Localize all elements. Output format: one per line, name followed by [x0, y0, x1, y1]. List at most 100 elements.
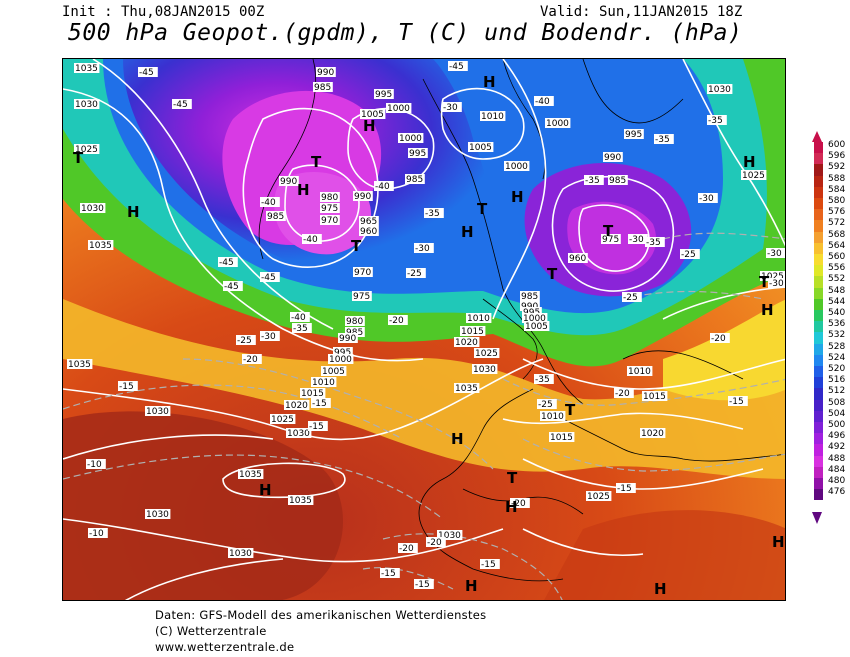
temp-label: -30	[443, 103, 458, 113]
temp-label: -25	[538, 400, 553, 410]
temp-label: -20	[399, 544, 414, 554]
legend-value: 488	[828, 453, 846, 464]
pressure-label-box	[266, 211, 286, 221]
pressure-label: 985	[609, 176, 626, 186]
high-pressure-marker: H	[505, 498, 518, 516]
pressure-label-box	[316, 67, 336, 77]
temp-label: -20	[427, 538, 442, 548]
legend-value: 524	[828, 352, 846, 363]
pressure-label-box	[345, 316, 365, 326]
pressure-label: 1030	[438, 531, 461, 541]
pressure-label: 995	[375, 90, 392, 100]
low-pressure-marker: T	[547, 265, 558, 283]
pressure-label-box	[408, 148, 428, 158]
pressure-label-box	[405, 174, 425, 184]
pressure-label-box	[345, 327, 365, 337]
pressure-label-box	[74, 99, 100, 109]
temp-label: -30	[699, 194, 714, 204]
pressure-label: 1025	[761, 272, 784, 282]
temp-label-box	[424, 208, 444, 218]
temp-label: -20	[243, 355, 258, 365]
low-pressure-marker: T	[73, 149, 84, 167]
init-time: Init : Thu,08JAN2015 00Z	[62, 4, 265, 20]
valid-time: Valid: Sun,11JAN2015 18Z	[540, 4, 743, 20]
pressure-label-box	[568, 253, 588, 263]
pressure-label-box	[320, 192, 340, 202]
pressure-label: 1015	[643, 392, 666, 402]
pressure-label: 1030	[229, 549, 252, 559]
temp-label: -45	[224, 282, 239, 292]
legend-value: 596	[828, 151, 846, 162]
legend-value: 584	[828, 184, 846, 195]
temp-label-box	[442, 102, 462, 112]
legend-value: 592	[828, 162, 846, 173]
low-pressure-marker: T	[759, 273, 770, 291]
temp-label-box	[710, 333, 730, 343]
pressure-label: 1010	[481, 112, 504, 122]
pressure-label: 990	[604, 153, 621, 163]
pressure-label: 1025	[75, 145, 98, 155]
temp-label: -45	[449, 62, 464, 72]
pressure-label-box	[474, 348, 500, 358]
pressure-label-box	[520, 291, 540, 301]
temp-label-box	[374, 181, 394, 191]
legend-value: 572	[828, 218, 846, 229]
pressure-label: 1035	[75, 64, 98, 74]
temp-label-box	[86, 459, 106, 469]
pressure-label-box	[468, 142, 494, 152]
pressure-label-box	[300, 388, 326, 398]
legend-value: 556	[828, 263, 846, 274]
pressure-label: 985	[314, 83, 331, 93]
legend-swatch	[814, 186, 823, 198]
temp-label: -15	[119, 382, 134, 392]
pressure-label: 975	[602, 235, 619, 245]
temp-label-box	[628, 234, 648, 244]
legend-swatch	[814, 354, 823, 366]
temp-label: -25	[681, 250, 696, 260]
temp-label: -20	[615, 389, 630, 399]
low-pressure-marker: T	[351, 237, 362, 255]
temp-label-box	[242, 354, 262, 364]
pressure-label-box	[67, 359, 93, 369]
legend-value: 540	[828, 308, 846, 318]
pressure-label: 1030	[81, 204, 104, 214]
legend-swatch	[814, 410, 823, 422]
legend-swatch	[814, 332, 823, 344]
temp-label-box	[768, 278, 785, 288]
temp-label: -40	[535, 97, 550, 107]
legend-value: 520	[828, 364, 846, 374]
temp-label: -35	[535, 375, 550, 385]
pressure-label-box	[741, 170, 767, 180]
legend-value: 564	[828, 240, 846, 251]
pressure-label: 980	[321, 193, 338, 203]
temp-label: -45	[261, 273, 276, 283]
pressure-label: 1000	[546, 119, 569, 129]
pressure-label-box	[386, 103, 412, 113]
temp-label: -45	[139, 68, 154, 78]
temp-label-box	[645, 237, 665, 247]
pressure-label-box	[437, 530, 463, 540]
temp-label: -30	[767, 249, 782, 259]
temp-label-box	[654, 134, 674, 144]
temp-label-box	[728, 396, 748, 406]
pressure-label-box	[286, 428, 312, 438]
legend-value: 552	[828, 274, 846, 285]
temp-label: -30	[415, 244, 430, 254]
pressure-label-box	[353, 267, 373, 277]
temp-label-box	[260, 331, 280, 341]
pressure-label-box	[627, 366, 653, 376]
pressure-label-box	[522, 307, 542, 317]
legend-value: 588	[828, 173, 846, 184]
pressure-label: 1025	[475, 349, 498, 359]
temp-label: -10	[89, 529, 104, 539]
legend-swatch	[814, 242, 823, 254]
pressure-label: 990	[317, 68, 334, 78]
legend-swatch	[814, 377, 823, 389]
pressure-label-box	[642, 391, 668, 401]
pressure-label: 1025	[742, 171, 765, 181]
pressure-label: 990	[280, 177, 297, 187]
temp-label: -25	[407, 269, 422, 279]
legend-swatch	[814, 343, 823, 355]
map-canvas: 1035103010251030103599098599510001005100…	[63, 59, 785, 600]
pressure-label: 1025	[271, 415, 294, 425]
